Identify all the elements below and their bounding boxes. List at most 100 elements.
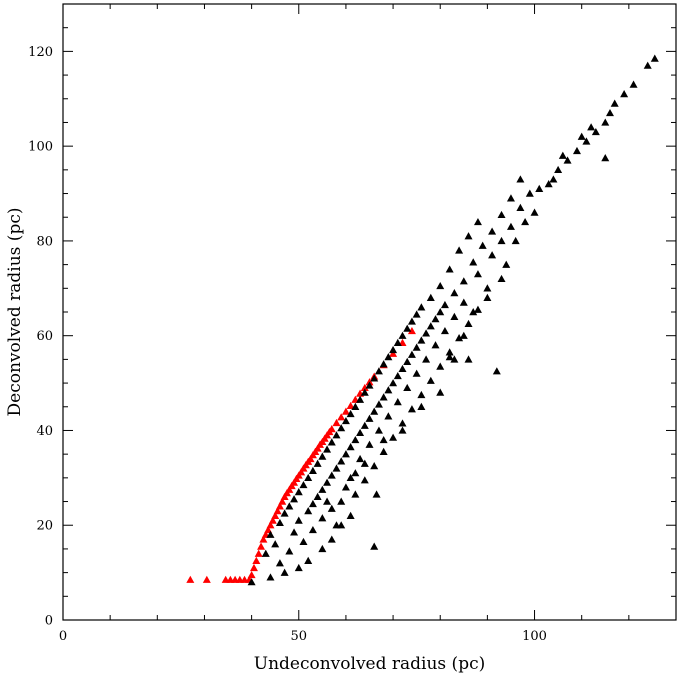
black-triangle-point bbox=[558, 151, 567, 159]
black-triangle-point bbox=[360, 388, 369, 396]
black-triangle-point bbox=[436, 308, 445, 316]
black-triangle-point bbox=[346, 511, 355, 519]
black-triangle-point bbox=[426, 376, 435, 384]
black-triangle-point bbox=[572, 146, 581, 155]
black-triangle-point bbox=[450, 312, 459, 320]
black-triangle-point bbox=[403, 357, 412, 365]
black-triangle-point bbox=[488, 227, 497, 235]
black-triangle-point bbox=[488, 251, 497, 259]
black-triangle-point bbox=[473, 217, 482, 226]
black-triangle-point bbox=[384, 386, 393, 394]
black-triangle-point bbox=[261, 549, 270, 557]
black-triangle-point bbox=[332, 521, 341, 529]
black-triangle-point bbox=[502, 260, 511, 268]
black-triangle-point bbox=[398, 426, 407, 434]
black-triangle-point bbox=[530, 208, 539, 216]
black-triangle-point bbox=[455, 334, 464, 342]
black-triangle-point bbox=[516, 175, 525, 183]
black-triangle-point bbox=[290, 528, 299, 536]
black-triangle-point bbox=[431, 315, 440, 323]
black-triangle-point bbox=[360, 476, 369, 484]
black-triangle-point bbox=[360, 459, 369, 467]
black-triangle-point bbox=[412, 343, 421, 351]
y-axis-label: Deconvolved radius (pc) bbox=[5, 208, 25, 417]
black-triangle-point bbox=[445, 353, 454, 361]
red-triangle-point bbox=[389, 349, 398, 357]
black-triangle-point bbox=[525, 189, 534, 197]
x-axis-label: Undeconvolved radius (pc) bbox=[254, 654, 485, 674]
data-points bbox=[186, 54, 659, 586]
black-triangle-point bbox=[285, 502, 294, 510]
black-triangle-point bbox=[356, 395, 365, 403]
red-triangle-point bbox=[346, 401, 355, 410]
black-triangle-point bbox=[436, 388, 445, 396]
black-triangle-point bbox=[337, 497, 346, 505]
black-triangle-point bbox=[417, 303, 426, 311]
y-tick-label: 0 bbox=[45, 614, 53, 629]
red-triangle-point bbox=[306, 454, 315, 463]
black-triangle-point bbox=[591, 127, 600, 136]
red-triangle-point bbox=[290, 478, 299, 486]
black-triangle-point bbox=[516, 203, 525, 211]
black-triangle-point bbox=[374, 367, 383, 375]
red-triangle-point bbox=[337, 413, 346, 421]
black-triangle-point bbox=[483, 284, 492, 292]
black-triangle-point bbox=[374, 426, 383, 434]
black-triangle-point bbox=[450, 355, 459, 363]
black-triangle-point bbox=[506, 222, 515, 230]
black-triangle-point bbox=[294, 516, 303, 524]
black-triangle-point bbox=[389, 345, 398, 354]
red-triangle-point bbox=[271, 511, 280, 519]
black-triangle-point bbox=[549, 175, 558, 183]
red-triangle-point bbox=[313, 444, 322, 452]
black-triangle-point bbox=[313, 459, 322, 467]
plot-frame bbox=[62, 3, 677, 621]
black-triangle-point bbox=[341, 450, 350, 458]
black-triangle-point bbox=[323, 497, 332, 505]
black-triangle-point bbox=[473, 305, 482, 313]
black-triangle-point bbox=[426, 322, 435, 330]
black-triangle-point bbox=[582, 137, 591, 145]
black-triangle-point bbox=[327, 471, 336, 479]
black-triangle-point bbox=[393, 338, 402, 346]
black-triangle-point bbox=[266, 530, 275, 538]
black-triangle-point bbox=[450, 289, 459, 297]
black-triangle-point bbox=[544, 180, 553, 188]
black-triangle-point bbox=[308, 466, 317, 474]
black-triangle-point bbox=[365, 414, 374, 422]
black-triangle-point bbox=[356, 428, 365, 437]
red-triangle-point bbox=[297, 468, 306, 476]
black-triangle-point bbox=[290, 495, 299, 503]
black-triangle-point bbox=[422, 329, 431, 337]
y-tick-label: 100 bbox=[28, 140, 53, 155]
black-triangle-point bbox=[327, 504, 336, 512]
black-triangle-point bbox=[365, 381, 374, 389]
black-triangle-point bbox=[374, 400, 383, 408]
axis-ticks: 0 50 100 0 20 40 60 80 100 120 bbox=[28, 3, 677, 644]
black-triangle-point bbox=[398, 419, 407, 427]
black-triangle-point bbox=[304, 473, 313, 482]
red-triangle-point bbox=[407, 326, 416, 335]
black-triangle-point bbox=[605, 108, 614, 117]
black-triangle-point bbox=[271, 540, 280, 548]
black-triangle-point bbox=[492, 367, 501, 375]
black-triangle-point bbox=[398, 331, 407, 339]
black-triangle-point bbox=[294, 488, 303, 496]
black-triangle-point bbox=[601, 154, 610, 162]
black-triangle-point bbox=[318, 514, 327, 522]
red-triangle-point bbox=[266, 521, 275, 529]
black-triangle-point bbox=[403, 324, 412, 332]
black-triangle-point bbox=[620, 90, 629, 98]
black-triangle-point bbox=[393, 398, 402, 406]
black-triangle-point bbox=[497, 274, 506, 283]
black-triangle-point bbox=[384, 353, 393, 361]
black-triangle-point bbox=[521, 217, 530, 226]
black-triangle-point bbox=[577, 132, 586, 140]
black-triangle-point bbox=[459, 331, 468, 339]
black-triangle-point bbox=[473, 270, 482, 278]
black-triangle-point bbox=[337, 424, 346, 432]
black-triangle-point bbox=[332, 464, 341, 472]
black-triangle-point bbox=[275, 559, 284, 567]
black-triangle-point bbox=[478, 241, 487, 249]
black-triangle-point bbox=[372, 490, 381, 498]
